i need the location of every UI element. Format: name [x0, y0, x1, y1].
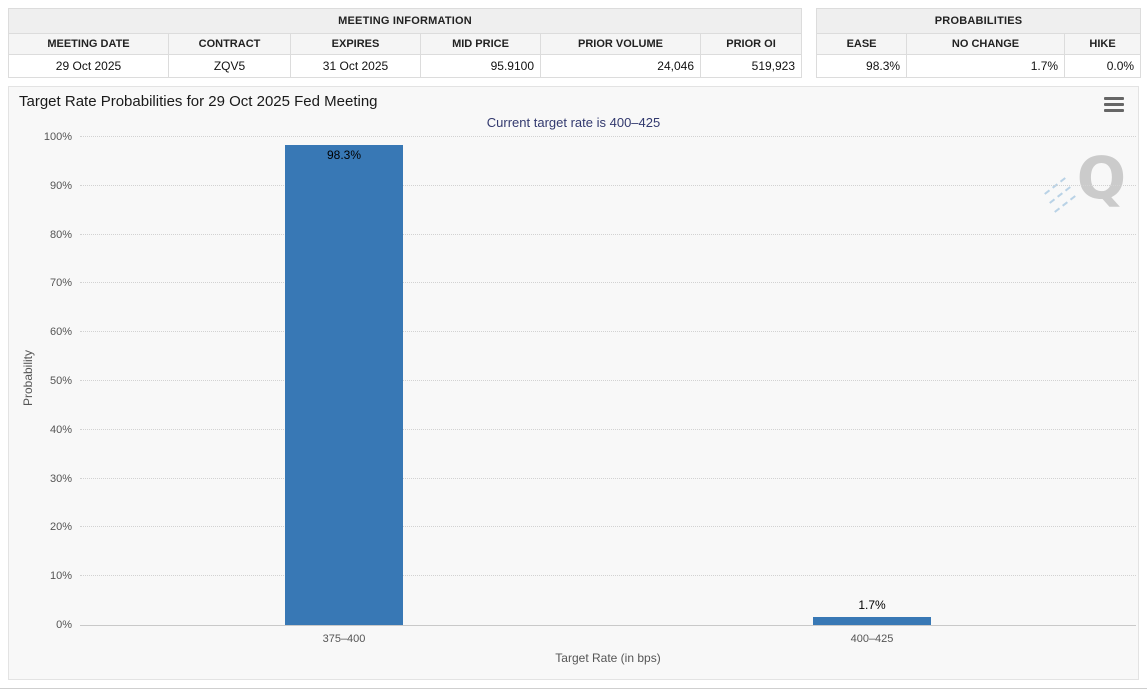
no-change-value: 1.7%: [906, 54, 1066, 78]
meeting-information-title: MEETING INFORMATION: [7, 8, 803, 34]
x-axis-title: Target Rate (in bps): [555, 651, 661, 665]
col-header-ease: EASE: [816, 33, 908, 55]
gridline: [80, 184, 1136, 186]
chart-subtitle: Current target rate is 400–425: [486, 115, 661, 130]
y-tick-label: 40%: [49, 423, 72, 436]
col-header-expires: EXPIRES: [290, 33, 421, 55]
y-tick-label: 10%: [49, 570, 72, 583]
meeting-date-value: 29 Oct 2025: [8, 54, 169, 78]
hike-value: 0.0%: [1064, 54, 1142, 78]
menu-icon-bar: [1104, 103, 1124, 106]
col-header-prior-volume: PRIOR VOLUME: [540, 33, 701, 55]
probabilities-header-row: EASE NO CHANGE HIKE: [816, 33, 1142, 55]
quikstrike-watermark-logo: Q: [1044, 144, 1128, 219]
gridline: [80, 575, 1136, 577]
bar-value-label: 1.7%: [858, 597, 886, 612]
probabilities-data-row: 98.3% 1.7% 0.0%: [816, 54, 1142, 78]
meeting-information-header-row: MEETING DATE CONTRACT EXPIRES MID PRICE …: [8, 33, 803, 55]
gridline: [80, 477, 1136, 479]
menu-icon-bar: [1104, 109, 1124, 112]
y-tick-label: 70%: [49, 277, 72, 290]
y-tick-label: 30%: [49, 472, 72, 485]
y-tick-label: 80%: [49, 228, 72, 241]
col-header-mid-price: MID PRICE: [420, 33, 541, 55]
probabilities-caption-row: PROBABILITIES: [816, 8, 1142, 34]
y-tick-label: 0%: [56, 619, 72, 631]
col-header-hike: HIKE: [1064, 33, 1142, 55]
probabilities-title: PROBABILITIES: [816, 8, 1142, 34]
col-header-contract: CONTRACT: [168, 33, 291, 55]
meeting-information-table: MEETING INFORMATION MEETING DATE CONTRAC…: [7, 8, 803, 78]
gridline: [80, 331, 1136, 333]
y-tick-label: 100%: [43, 131, 72, 143]
gridline: [80, 282, 1136, 284]
chart-title: Target Rate Probabilities for 29 Oct 202…: [19, 93, 378, 110]
menu-icon-bar: [1104, 97, 1124, 100]
expires-value: 31 Oct 2025: [290, 54, 421, 78]
meeting-information-caption-row: MEETING INFORMATION: [7, 8, 803, 34]
y-axis-title: Probability: [21, 349, 35, 407]
ease-value: 98.3%: [816, 54, 908, 78]
y-tick-label: 90%: [49, 179, 72, 192]
x-tick-label: 400–425: [850, 633, 894, 645]
contract-value: ZQV5: [168, 54, 291, 78]
y-tick-label: 20%: [49, 521, 72, 534]
prior-oi-value: 519,923: [699, 54, 803, 78]
hamburger-menu-icon[interactable]: [1104, 97, 1124, 112]
probabilities-table: PROBABILITIES EASE NO CHANGE HIKE 98.3% …: [816, 8, 1142, 78]
mid-price-value: 95.9100: [420, 54, 541, 78]
plot-area: Target Rate (in bps) Q 0% 10% 20% 30% 40% 50%…: [44, 131, 1136, 665]
gridline: [80, 136, 1136, 137]
meeting-information-data-row: 29 Oct 2025 ZQV5 31 Oct 2025 95.9100 24,…: [8, 54, 803, 78]
gridline: [80, 526, 1136, 528]
bottom-divider: [0, 688, 1147, 689]
watermark-q-letter: Q: [1076, 144, 1126, 212]
col-header-prior-oi: PRIOR OI: [699, 33, 803, 55]
chart-bar[interactable]: [285, 145, 403, 625]
gridline: [80, 233, 1136, 235]
chart-bar[interactable]: [813, 616, 931, 625]
bar-value-label: 98.3%: [326, 148, 362, 163]
gridline: [80, 428, 1136, 430]
col-header-no-change: NO CHANGE: [906, 33, 1066, 55]
prior-volume-value: 24,046: [540, 54, 701, 78]
chart-panel: Target Rate Probabilities for 29 Oct 202…: [8, 86, 1139, 680]
y-tick-label: 50%: [49, 375, 72, 387]
col-header-meeting-date: MEETING DATE: [8, 33, 169, 55]
x-tick-label: 375–400: [322, 633, 366, 645]
gridline: [80, 380, 1136, 381]
summary-tables: MEETING INFORMATION MEETING DATE CONTRAC…: [0, 0, 1147, 78]
y-tick-label: 60%: [49, 326, 72, 339]
